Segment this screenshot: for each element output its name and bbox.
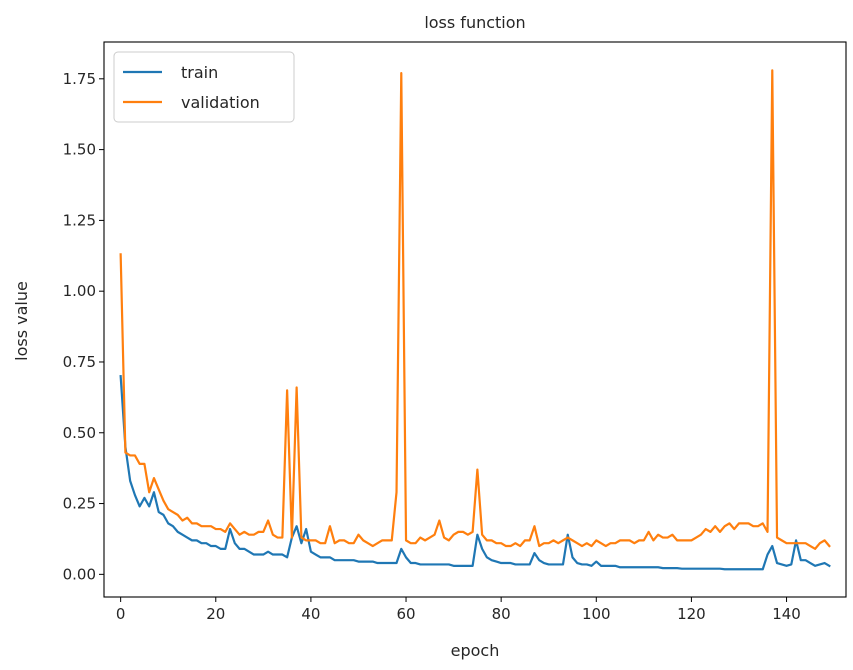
x-axis-label: epoch bbox=[451, 641, 500, 660]
y-tick-label: 1.25 bbox=[63, 211, 96, 229]
series-line-validation bbox=[119, 69, 831, 550]
x-tick-label: 140 bbox=[772, 605, 801, 623]
x-tick-label: 100 bbox=[582, 605, 611, 623]
series-line-train bbox=[119, 374, 831, 571]
y-tick-label: 0.50 bbox=[63, 424, 96, 442]
chart-title: loss function bbox=[424, 13, 525, 32]
legend-label-validation: validation bbox=[181, 93, 260, 112]
y-tick-label: 0.00 bbox=[63, 565, 96, 583]
x-axis-ticks: 0 20 40 60 80 100 120 140 bbox=[116, 597, 801, 623]
x-tick-label: 120 bbox=[677, 605, 706, 623]
plot-frame bbox=[103, 41, 847, 598]
plot-area bbox=[103, 41, 847, 598]
legend: train validation bbox=[113, 51, 295, 123]
x-tick-label: 20 bbox=[206, 605, 225, 623]
legend-box bbox=[113, 51, 295, 123]
y-axis-ticks: 0.00 0.25 0.50 0.75 1.00 1.25 1.50 1.75 bbox=[63, 70, 104, 583]
x-tick-label: 40 bbox=[301, 605, 320, 623]
x-tick-label: 80 bbox=[492, 605, 511, 623]
y-tick-label: 0.25 bbox=[63, 495, 96, 513]
y-axis-label: loss value bbox=[12, 281, 31, 361]
y-tick-label: 1.00 bbox=[63, 282, 96, 300]
y-tick-label: 1.75 bbox=[63, 70, 96, 88]
legend-label-train: train bbox=[181, 63, 218, 82]
x-tick-label: 0 bbox=[116, 605, 126, 623]
x-tick-label: 60 bbox=[396, 605, 415, 623]
y-tick-label: 0.75 bbox=[63, 353, 96, 371]
y-tick-label: 1.50 bbox=[63, 141, 96, 159]
